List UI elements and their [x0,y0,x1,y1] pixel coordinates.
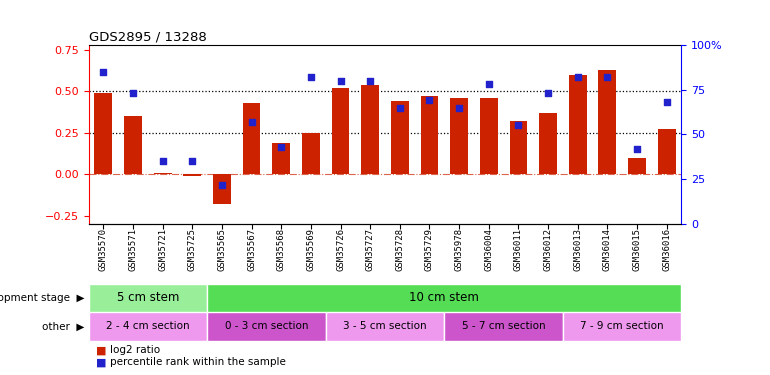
Text: 10 cm stem: 10 cm stem [410,291,479,304]
Text: GSM35728: GSM35728 [395,228,404,270]
Text: GSM35726: GSM35726 [336,228,345,270]
Text: development stage  ▶: development stage ▶ [0,292,85,303]
Text: GSM35569: GSM35569 [306,228,316,270]
Bar [510,121,527,174]
Bar [444,312,563,340]
Bar [302,133,320,174]
Text: GSM35721: GSM35721 [158,228,167,270]
Point [661,99,673,105]
Bar [361,85,379,174]
Text: GSM35565: GSM35565 [217,228,226,270]
Text: GSM35729: GSM35729 [425,228,434,270]
Text: GSM35571: GSM35571 [129,228,138,270]
Bar [332,88,350,174]
Bar [154,172,172,174]
Bar [420,96,438,174]
Point [483,81,495,87]
Bar [569,75,587,174]
Bar [89,312,207,340]
Point [571,74,584,80]
Point [334,78,346,84]
Point [156,158,169,164]
Point [453,105,465,111]
Point [601,74,614,80]
Text: other  ▶: other ▶ [42,321,85,332]
Bar [213,174,231,204]
Bar [658,129,675,174]
Bar [95,93,112,174]
Bar [243,103,260,174]
Text: 3 - 5 cm section: 3 - 5 cm section [343,321,427,332]
Text: GSM36012: GSM36012 [544,228,553,270]
Text: GSM35727: GSM35727 [366,228,375,270]
Text: GSM35725: GSM35725 [188,228,197,270]
Text: GSM36004: GSM36004 [484,228,494,270]
Text: ■: ■ [96,345,107,355]
Bar [89,284,207,312]
Text: 5 - 7 cm section: 5 - 7 cm section [462,321,545,332]
Text: 7 - 9 cm section: 7 - 9 cm section [581,321,664,332]
Text: ■: ■ [96,357,107,367]
Bar [124,116,142,174]
Text: GSM36016: GSM36016 [662,228,671,270]
Bar [450,98,468,174]
Bar [628,158,646,174]
Text: percentile rank within the sample: percentile rank within the sample [110,357,286,367]
Text: GDS2895 / 13288: GDS2895 / 13288 [89,31,206,44]
Bar [207,312,326,340]
Point [275,144,287,150]
Text: GSM35570: GSM35570 [99,228,108,270]
Text: GSM36015: GSM36015 [632,228,641,270]
Text: GSM36011: GSM36011 [514,228,523,270]
Point [631,146,643,152]
Point [512,123,524,129]
Point [393,105,406,111]
Text: 2 - 4 cm section: 2 - 4 cm section [106,321,189,332]
Text: GSM36013: GSM36013 [573,228,582,270]
Bar [563,312,681,340]
Point [246,119,258,125]
Text: 0 - 3 cm section: 0 - 3 cm section [225,321,308,332]
Point [305,74,317,80]
Bar [539,113,557,174]
Text: log2 ratio: log2 ratio [110,345,160,355]
Text: 5 cm stem: 5 cm stem [116,291,179,304]
Bar [273,143,290,174]
Bar [183,174,201,176]
Text: GSM35978: GSM35978 [454,228,464,270]
Bar [207,284,681,312]
Text: GSM35568: GSM35568 [276,228,286,270]
Point [424,98,436,104]
Point [127,90,139,96]
Text: GSM36014: GSM36014 [603,228,612,270]
Point [97,69,109,75]
Point [542,90,554,96]
Bar [391,101,409,174]
Bar [480,98,497,174]
Point [364,78,377,84]
Point [216,182,228,188]
Text: GSM35567: GSM35567 [247,228,256,270]
Bar [326,312,444,340]
Bar [598,70,616,174]
Point [186,158,199,164]
